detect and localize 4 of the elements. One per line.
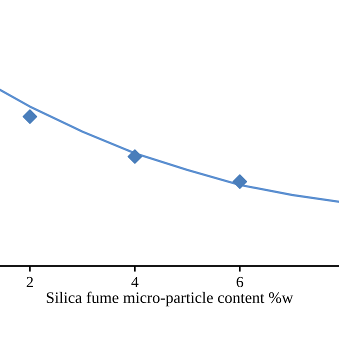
x-axis-title: Silica fume micro-particle content %w [46,292,294,306]
x-tick-label: 4 [131,276,138,288]
x-tick-label: 6 [236,276,244,288]
x-tick-label: 2 [26,276,33,288]
